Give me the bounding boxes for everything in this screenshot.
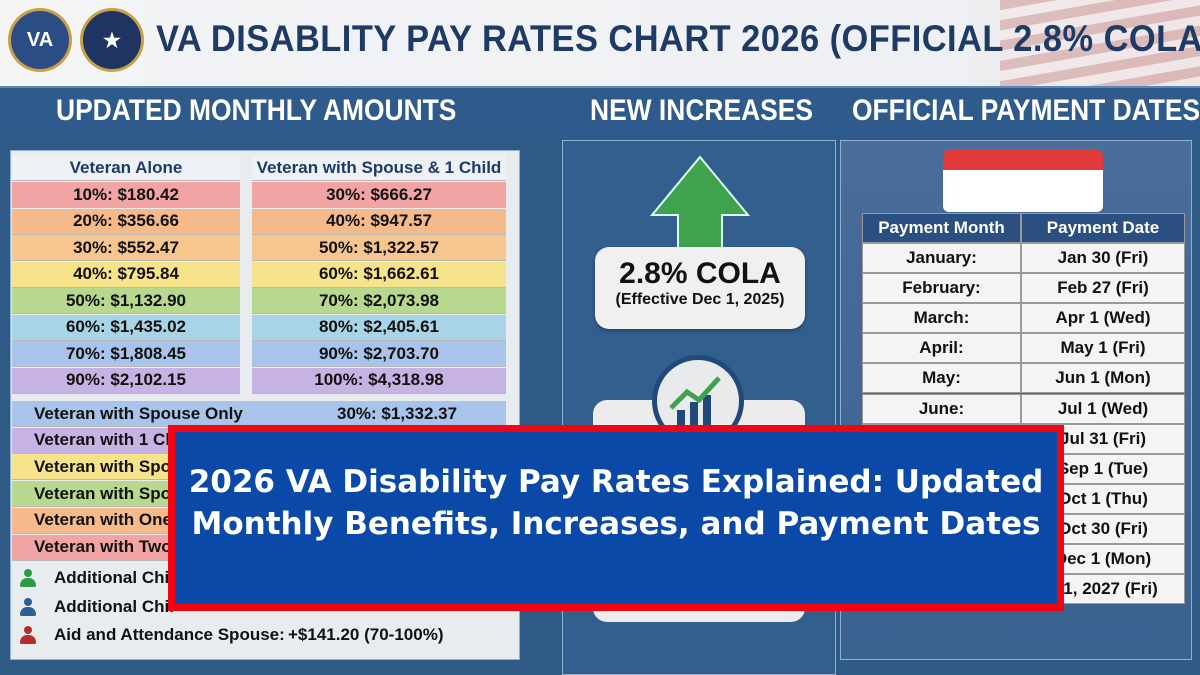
payment-cell: March:: [862, 303, 1021, 334]
payment-header: Payment Month: [862, 213, 1021, 243]
addition-value: +$141.20 (70-100%): [288, 625, 444, 644]
rate-cell: 10%: $180.42: [12, 182, 240, 208]
payment-header: Payment Date: [1021, 213, 1185, 243]
rate-cell: 60%: $1,662.61: [252, 261, 506, 288]
addition-label: Aid and Attendance Spouse:: [54, 625, 285, 644]
rate-cell: 40%: $795.84: [12, 261, 240, 288]
payment-cell: May:: [862, 363, 1021, 394]
dependent-label: Veteran with Two: [34, 537, 172, 556]
section-heading-increases: NEW INCREASES: [590, 94, 813, 127]
rate-cell: 100%: $4,318.98: [252, 367, 506, 394]
dependent-label: Veteran with One: [34, 510, 172, 530]
rate-cell: 70%: $2,073.98: [252, 288, 506, 314]
up-arrow-icon: [650, 155, 750, 255]
rate-cell: 50%: $1,132.90: [12, 288, 240, 314]
dependent-label: Veteran with Spouse Only: [34, 403, 243, 423]
addition-row: Additional Chil: [20, 564, 490, 592]
dependent-label: Veteran with 1 Chi: [34, 430, 181, 450]
dependent-value: 30%: $1,332.37: [337, 403, 458, 423]
rate-cell: 30%: $666.27: [252, 182, 506, 208]
flag-decoration: [1000, 0, 1200, 86]
col-header-veteran-alone: Veteran Alone: [12, 155, 240, 181]
rate-cell: 80%: $2,405.61: [252, 314, 506, 341]
addition-label: Additional Chil: [54, 596, 174, 616]
col-header-spouse-child: Veteran with Spouse & 1 Child: [252, 155, 506, 181]
cola-subtitle: (Effective Dec 1, 2025): [615, 291, 785, 308]
rate-cell: 60%: $1,435.02: [12, 314, 240, 341]
person-icon: [20, 597, 36, 616]
payment-cell: April:: [862, 333, 1021, 364]
rate-cell: 30%: $552.47: [12, 235, 240, 261]
payment-cell: Jun 1 (Mon): [1021, 363, 1185, 394]
section-heading-dates: OFFICIAL PAYMENT DATES: [852, 94, 1200, 127]
payment-cell: May 1 (Fri): [1021, 333, 1185, 364]
rate-cell: 90%: $2,102.15: [12, 367, 240, 394]
addition-row: Aid and Attendance Spouse: +$141.20 (70-1…: [20, 621, 490, 649]
rate-cell: 40%: $947.57: [252, 208, 506, 235]
header: VA ★ VA DISABLITY PAY RATES CHART 2026 (…: [0, 0, 1200, 86]
payment-cell: Jul 1 (Wed): [1021, 393, 1185, 424]
headline-line-2: Monthly Benefits, Increases, and Payment…: [191, 506, 1041, 542]
payment-cell: Feb 27 (Fri): [1021, 273, 1185, 304]
seal-text: VA: [26, 28, 54, 51]
payment-cell: Apr 1 (Wed): [1021, 303, 1185, 334]
calendar-icon: [943, 150, 1103, 212]
person-icon: [20, 626, 36, 644]
headline-line-1: 2026 VA Disability Pay Rates Explained: …: [188, 464, 1044, 500]
rate-cell: 90%: $2,703.70: [252, 341, 506, 367]
cola-card: 2.8% COLA (Effective Dec 1, 2025): [595, 247, 805, 329]
person-icon: [20, 569, 36, 587]
rate-cell: 70%: $1,808.45: [12, 341, 240, 367]
dept-seal: ★: [80, 8, 144, 72]
payment-cell: January:: [862, 243, 1021, 273]
dependent-label: Veteran with Spou: [34, 456, 182, 476]
page-title: VA DISABLITY PAY RATES CHART 2026 (OFFIC…: [156, 18, 1200, 59]
addition-label: Additional Chil: [54, 568, 174, 587]
va-seal: VA: [8, 8, 72, 72]
cola-title: 2.8% COLA: [619, 257, 781, 290]
addition-row: Additional Chil: [20, 593, 490, 621]
rate-cell: 20%: $356.66: [12, 208, 240, 235]
headline-banner: 2026 VA Disability Pay Rates Explained: …: [168, 425, 1064, 611]
dependent-label: Veteran with Spou: [34, 483, 182, 503]
section-band: [0, 86, 1200, 140]
payment-cell: June:: [862, 393, 1021, 424]
payment-cell: Jan 30 (Fri): [1021, 243, 1185, 273]
section-heading-amounts: UPDATED MONTHLY AMOUNTS: [56, 94, 457, 127]
dependent-row: Veteran with Spouse Only 30%: $1,332.37: [12, 401, 506, 427]
payment-cell: February:: [862, 273, 1021, 304]
rate-cell: 50%: $1,322.57: [252, 235, 506, 261]
